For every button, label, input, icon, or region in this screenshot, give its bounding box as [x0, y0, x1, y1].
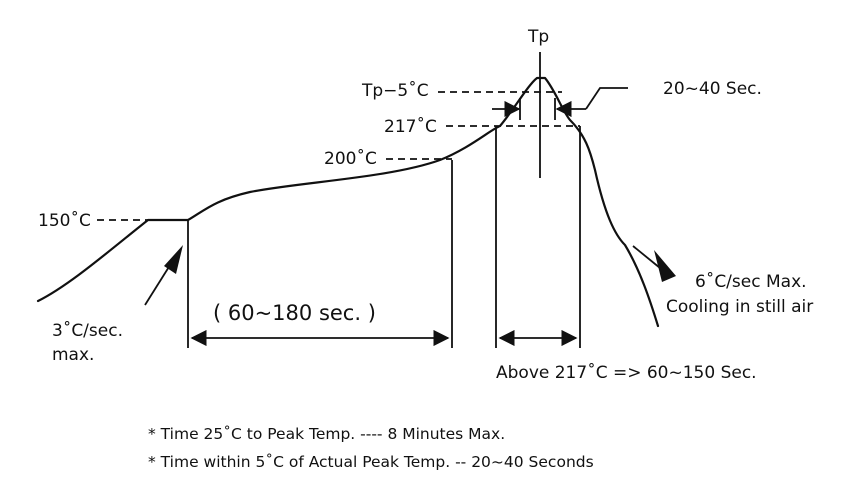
above217-label: Above 217˚C => 60~150 Sec.: [496, 362, 757, 383]
tp-label: Tp: [527, 27, 549, 47]
peak-time-label: 20~40 Sec.: [663, 79, 762, 99]
t200-label: 200˚C: [324, 148, 377, 169]
peak-window-leader-line: [585, 87, 628, 110]
cooling-arrow-head: [654, 250, 676, 282]
temperature-profile-curve: [36, 76, 660, 328]
t217-label: 217˚C: [384, 116, 437, 137]
ramp-up-arrow-head: [164, 245, 183, 274]
note-2: * Time within 5˚C of Actual Peak Temp. -…: [148, 453, 594, 471]
ramp-up-pointer-line: [144, 261, 173, 306]
cooling-label-line2: Cooling in still air: [666, 297, 813, 317]
ramp-up-label-line1: 3˚C/sec.: [52, 320, 123, 341]
t150-label: 150˚C: [38, 210, 91, 231]
ramp-up-label-line2: max.: [52, 345, 94, 365]
cooling-pointer-line: [632, 245, 661, 269]
tp-minus-5-label: Tp−5˚C: [361, 80, 429, 101]
soak-time-label: ( 60~180 sec. ): [213, 301, 376, 325]
note-1: * Time 25˚C to Peak Temp. ---- 8 Minutes…: [148, 425, 505, 443]
cooling-label-line1: 6˚C/sec Max.: [695, 271, 807, 292]
